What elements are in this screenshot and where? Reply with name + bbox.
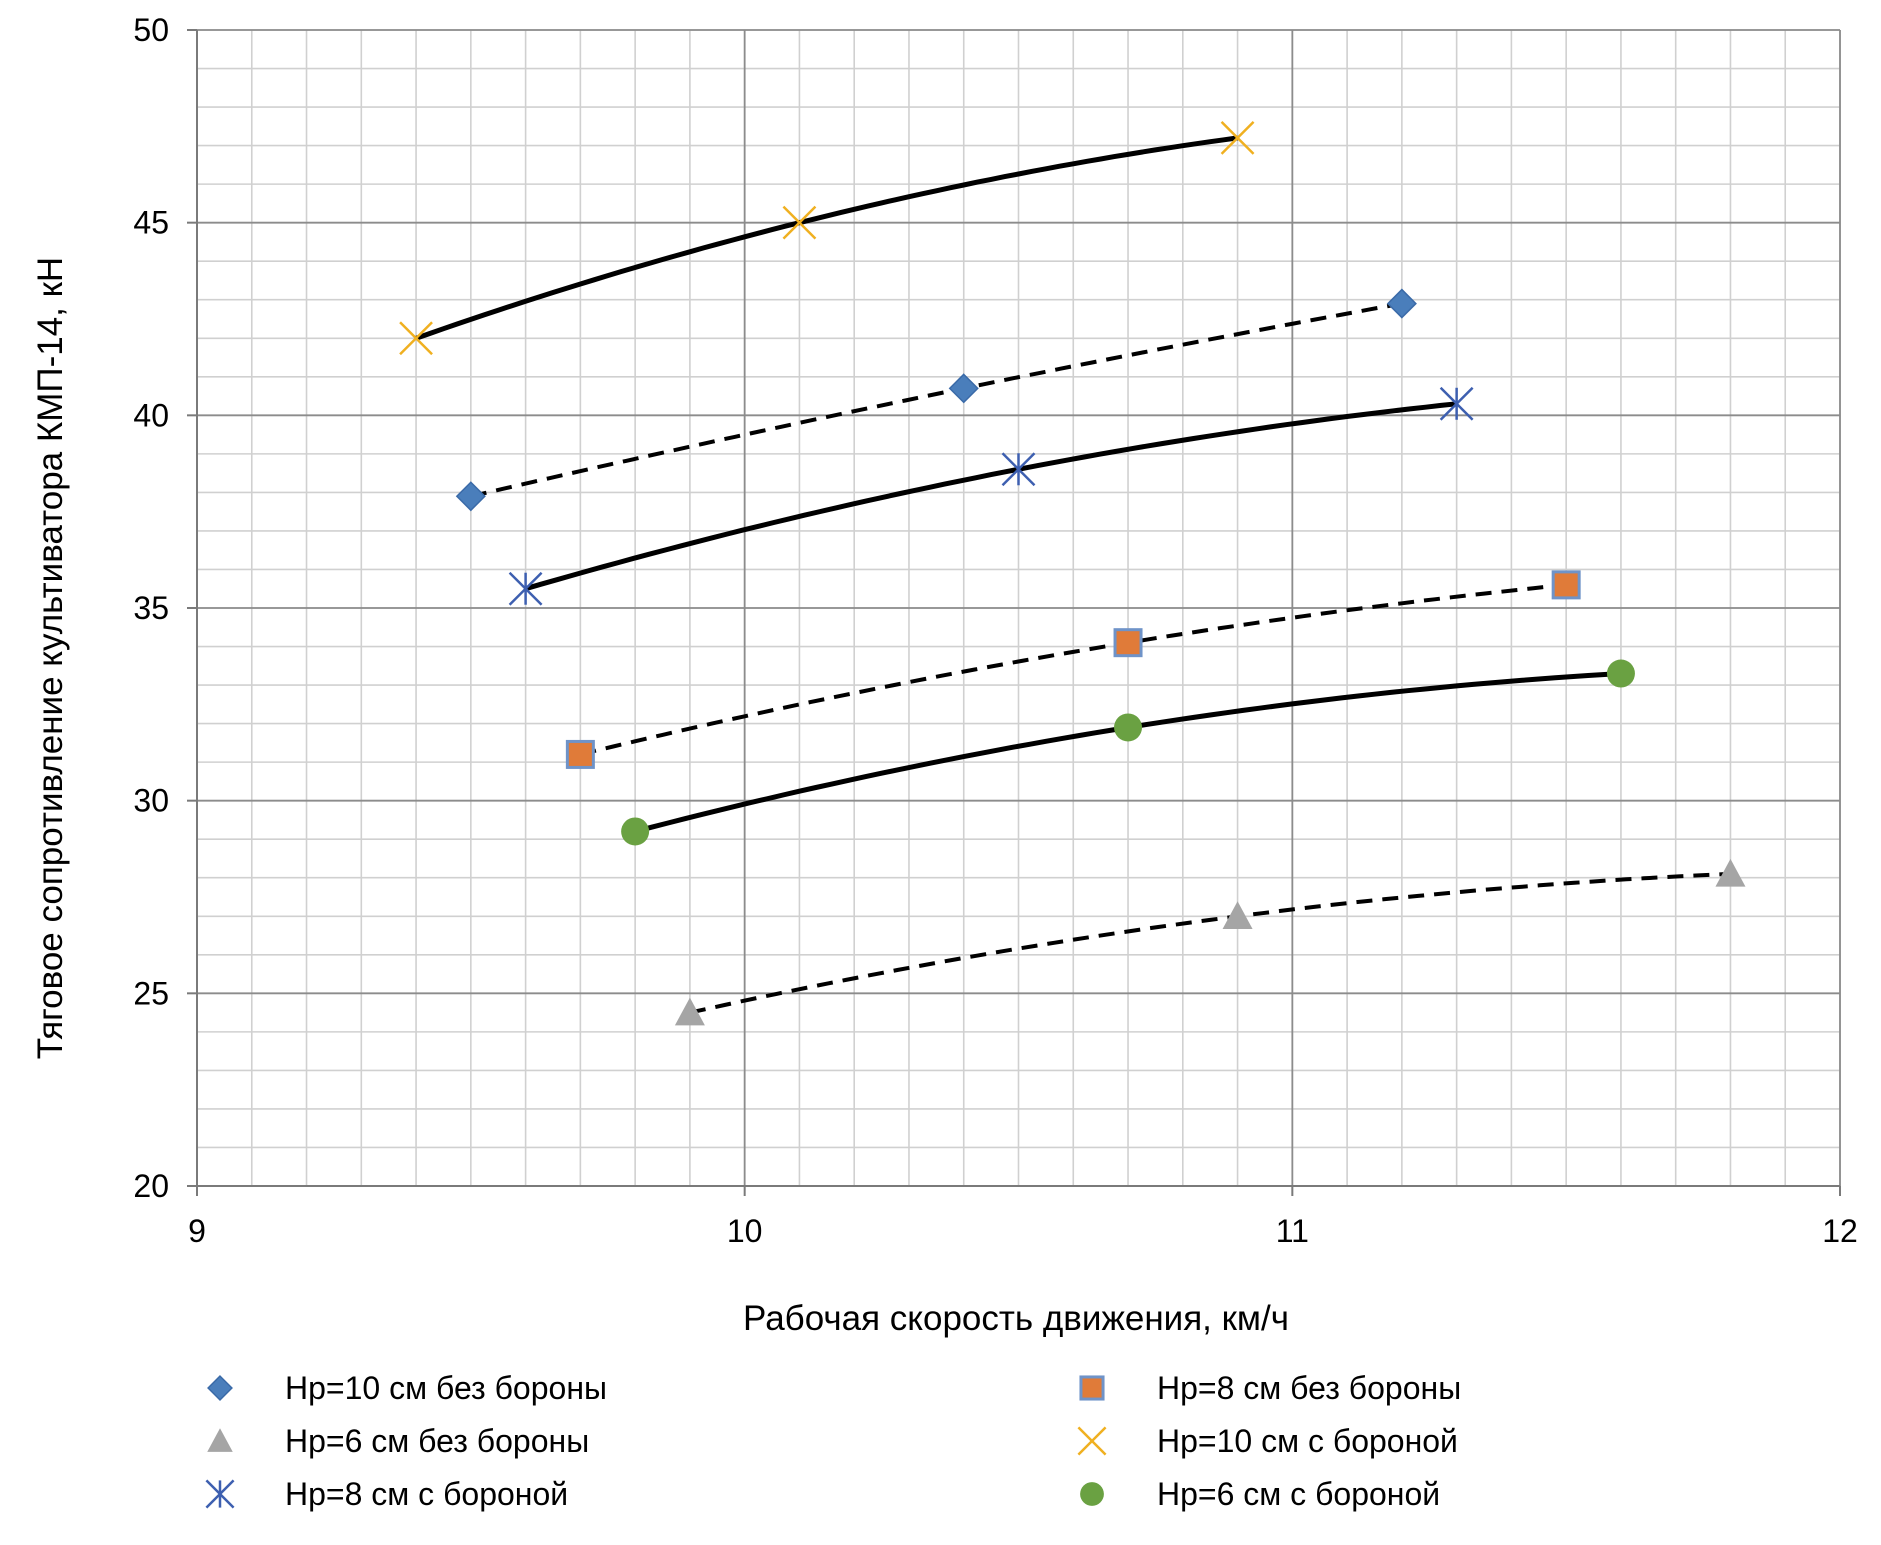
trendline-series-2 bbox=[579, 582, 1567, 757]
y-tick-label: 40 bbox=[133, 397, 169, 433]
legend-item-2: Hр=8 см без бороны bbox=[1079, 1370, 1461, 1406]
x-tick-label: 12 bbox=[1822, 1213, 1858, 1249]
tick-labels: 20 25 30 35 40 45 50 9 10 11 12 bbox=[133, 12, 1857, 1249]
legend-item-3: Hр=6 см без бороны bbox=[207, 1423, 589, 1459]
data-point-series-1-2 bbox=[948, 373, 979, 404]
major-gridlines bbox=[196, 29, 1841, 1187]
legend-marker-1 bbox=[207, 1375, 233, 1401]
trendline-series-5 bbox=[524, 401, 1457, 592]
data-point-series-6-1 bbox=[621, 817, 650, 846]
legend-marker-2 bbox=[1079, 1375, 1105, 1401]
data-point-series-4-3 bbox=[1220, 121, 1255, 155]
data-point-series-3-2 bbox=[1222, 901, 1253, 930]
data-point-series-4-1 bbox=[399, 321, 433, 356]
data-markers bbox=[399, 121, 1746, 1026]
data-point-series-5-1 bbox=[508, 571, 543, 606]
data-point-series-2-1 bbox=[565, 739, 595, 769]
y-tick-label: 35 bbox=[133, 590, 169, 626]
trendline-series-1 bbox=[470, 301, 1403, 499]
legend-label-5: Hр=8 см с бороной bbox=[285, 1476, 568, 1512]
data-point-series-1-1 bbox=[455, 481, 486, 512]
data-point-series-3-1 bbox=[674, 997, 705, 1026]
data-point-series-2-3 bbox=[1551, 570, 1581, 600]
data-point-series-2-2 bbox=[1113, 628, 1143, 658]
data-point-series-4-2 bbox=[782, 205, 817, 240]
legend-marker-5 bbox=[205, 1479, 235, 1509]
y-tick-label: 30 bbox=[133, 783, 169, 819]
data-point-series-5-2 bbox=[1001, 452, 1036, 487]
legend-item-5: Hр=8 см с бороной bbox=[205, 1476, 568, 1512]
legend-label-3: Hр=6 см без бороны bbox=[285, 1423, 589, 1459]
data-point-series-5-3 bbox=[1439, 386, 1474, 421]
legend-label-4: Hр=10 см с бороной bbox=[1157, 1423, 1458, 1459]
data-point-series-3-3 bbox=[1715, 858, 1746, 887]
x-tick-label: 11 bbox=[1276, 1213, 1309, 1249]
y-tick-label: 25 bbox=[133, 975, 169, 1011]
legend-label-6: Hр=6 см с бороной bbox=[1157, 1476, 1440, 1512]
data-point-series-6-3 bbox=[1606, 659, 1635, 688]
legend-item-4: Hр=10 см с бороной bbox=[1077, 1423, 1458, 1459]
legend-label-1: Hр=10 см без бороны bbox=[285, 1370, 607, 1406]
y-axis-title: Тяговое сопротивление культиватора КМП-1… bbox=[31, 257, 70, 1059]
legend-marker-3 bbox=[207, 1428, 233, 1452]
x-tick-label: 9 bbox=[188, 1213, 206, 1249]
y-tick-label: 50 bbox=[133, 12, 169, 48]
y-tick-label: 45 bbox=[133, 205, 169, 241]
legend-item-1: Hр=10 см без бороны bbox=[207, 1370, 607, 1406]
data-point-series-6-2 bbox=[1114, 713, 1143, 742]
legend-marker-4 bbox=[1077, 1426, 1107, 1456]
trendline-series-3 bbox=[689, 871, 1731, 1015]
data-point-series-1-3 bbox=[1386, 288, 1417, 319]
y-tick-label: 20 bbox=[133, 1168, 169, 1204]
legend-label-2: Hр=8 см без бороны bbox=[1157, 1370, 1461, 1406]
legend-item-6: Hр=6 см с бороной bbox=[1080, 1476, 1440, 1512]
legend-marker-6 bbox=[1080, 1482, 1104, 1506]
axes bbox=[187, 29, 1841, 1196]
x-axis-title: Рабочая скорость движения, км/ч bbox=[743, 1299, 1289, 1338]
x-tick-label: 10 bbox=[727, 1213, 763, 1249]
legend: Hр=10 см без бороны Hр=8 см без бороны Hр=… bbox=[205, 1370, 1461, 1512]
trendline-series-4 bbox=[415, 135, 1238, 341]
